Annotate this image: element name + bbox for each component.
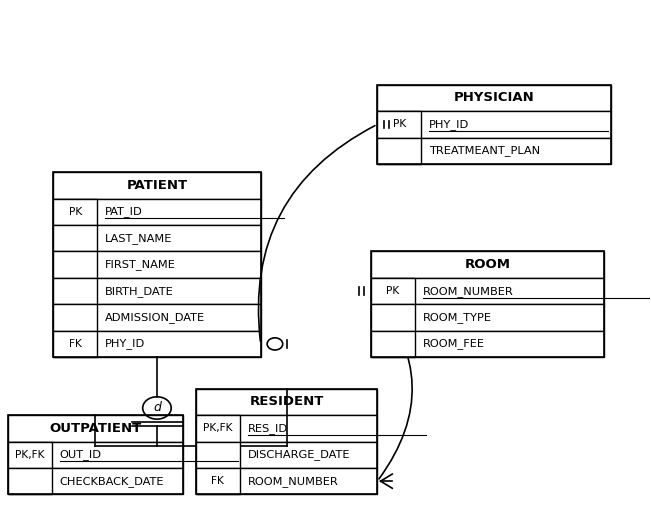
Bar — [8, 468, 183, 494]
Text: PHYSICIAN: PHYSICIAN — [454, 91, 534, 104]
Bar — [8, 468, 52, 494]
Bar — [53, 331, 98, 357]
Bar — [371, 251, 604, 357]
Text: OUTPATIENT: OUTPATIENT — [49, 422, 141, 435]
Text: PK: PK — [393, 120, 406, 129]
Bar — [371, 251, 604, 278]
Text: PHY_ID: PHY_ID — [105, 338, 145, 350]
Bar — [378, 85, 611, 164]
Text: RESIDENT: RESIDENT — [249, 396, 324, 408]
Text: PK,FK: PK,FK — [15, 450, 45, 460]
Bar — [53, 251, 98, 278]
Bar — [196, 442, 378, 468]
Bar — [196, 468, 378, 494]
Text: ROOM_NUMBER: ROOM_NUMBER — [248, 476, 339, 486]
Text: DISCHARGE_DATE: DISCHARGE_DATE — [248, 449, 350, 460]
Bar — [53, 304, 98, 331]
Text: ADMISSION_DATE: ADMISSION_DATE — [105, 312, 205, 323]
Bar — [371, 331, 415, 357]
Text: ROOM: ROOM — [465, 258, 510, 271]
Bar — [371, 278, 604, 304]
Bar — [53, 331, 260, 357]
Bar — [8, 415, 183, 494]
Text: CHECKBACK_DATE: CHECKBACK_DATE — [60, 476, 164, 486]
Text: PHY_ID: PHY_ID — [429, 119, 469, 130]
Bar — [196, 415, 240, 442]
Text: OUT_ID: OUT_ID — [60, 449, 102, 460]
Bar — [196, 389, 378, 415]
Bar — [378, 85, 611, 111]
Text: FK: FK — [69, 339, 82, 349]
Bar — [371, 304, 604, 331]
Text: FK: FK — [212, 476, 225, 486]
Bar — [378, 111, 611, 137]
Text: LAST_NAME: LAST_NAME — [105, 233, 173, 244]
Bar — [53, 278, 98, 304]
Bar — [196, 468, 240, 494]
Bar — [196, 442, 240, 468]
Bar — [8, 415, 183, 442]
Text: TREATMEANT_PLAN: TREATMEANT_PLAN — [429, 145, 540, 156]
Bar — [378, 137, 421, 164]
Bar — [378, 111, 421, 137]
Bar — [371, 278, 415, 304]
Text: FIRST_NAME: FIRST_NAME — [105, 259, 176, 270]
Bar — [371, 304, 415, 331]
Text: PK: PK — [386, 286, 400, 296]
Bar — [53, 278, 260, 304]
Text: PK,FK: PK,FK — [203, 423, 232, 433]
Bar — [53, 199, 98, 225]
Text: PAT_ID: PAT_ID — [105, 206, 143, 217]
Bar — [8, 442, 183, 468]
Bar — [53, 199, 260, 225]
Bar — [53, 251, 260, 278]
Text: BIRTH_DATE: BIRTH_DATE — [105, 286, 174, 296]
Text: d: d — [153, 402, 161, 414]
Bar — [371, 331, 604, 357]
Text: RES_ID: RES_ID — [248, 423, 288, 434]
Bar — [53, 172, 260, 199]
Bar — [8, 442, 52, 468]
Text: ROOM_TYPE: ROOM_TYPE — [422, 312, 492, 323]
Bar — [196, 415, 378, 442]
Text: ROOM_FEE: ROOM_FEE — [422, 338, 485, 350]
Text: PATIENT: PATIENT — [126, 179, 187, 192]
Bar — [378, 137, 611, 164]
Bar — [53, 172, 260, 357]
Bar — [53, 225, 98, 251]
Bar — [53, 225, 260, 251]
Text: ROOM_NUMBER: ROOM_NUMBER — [422, 286, 514, 296]
Bar — [53, 304, 260, 331]
Text: PK: PK — [68, 207, 82, 217]
Bar — [196, 389, 378, 494]
